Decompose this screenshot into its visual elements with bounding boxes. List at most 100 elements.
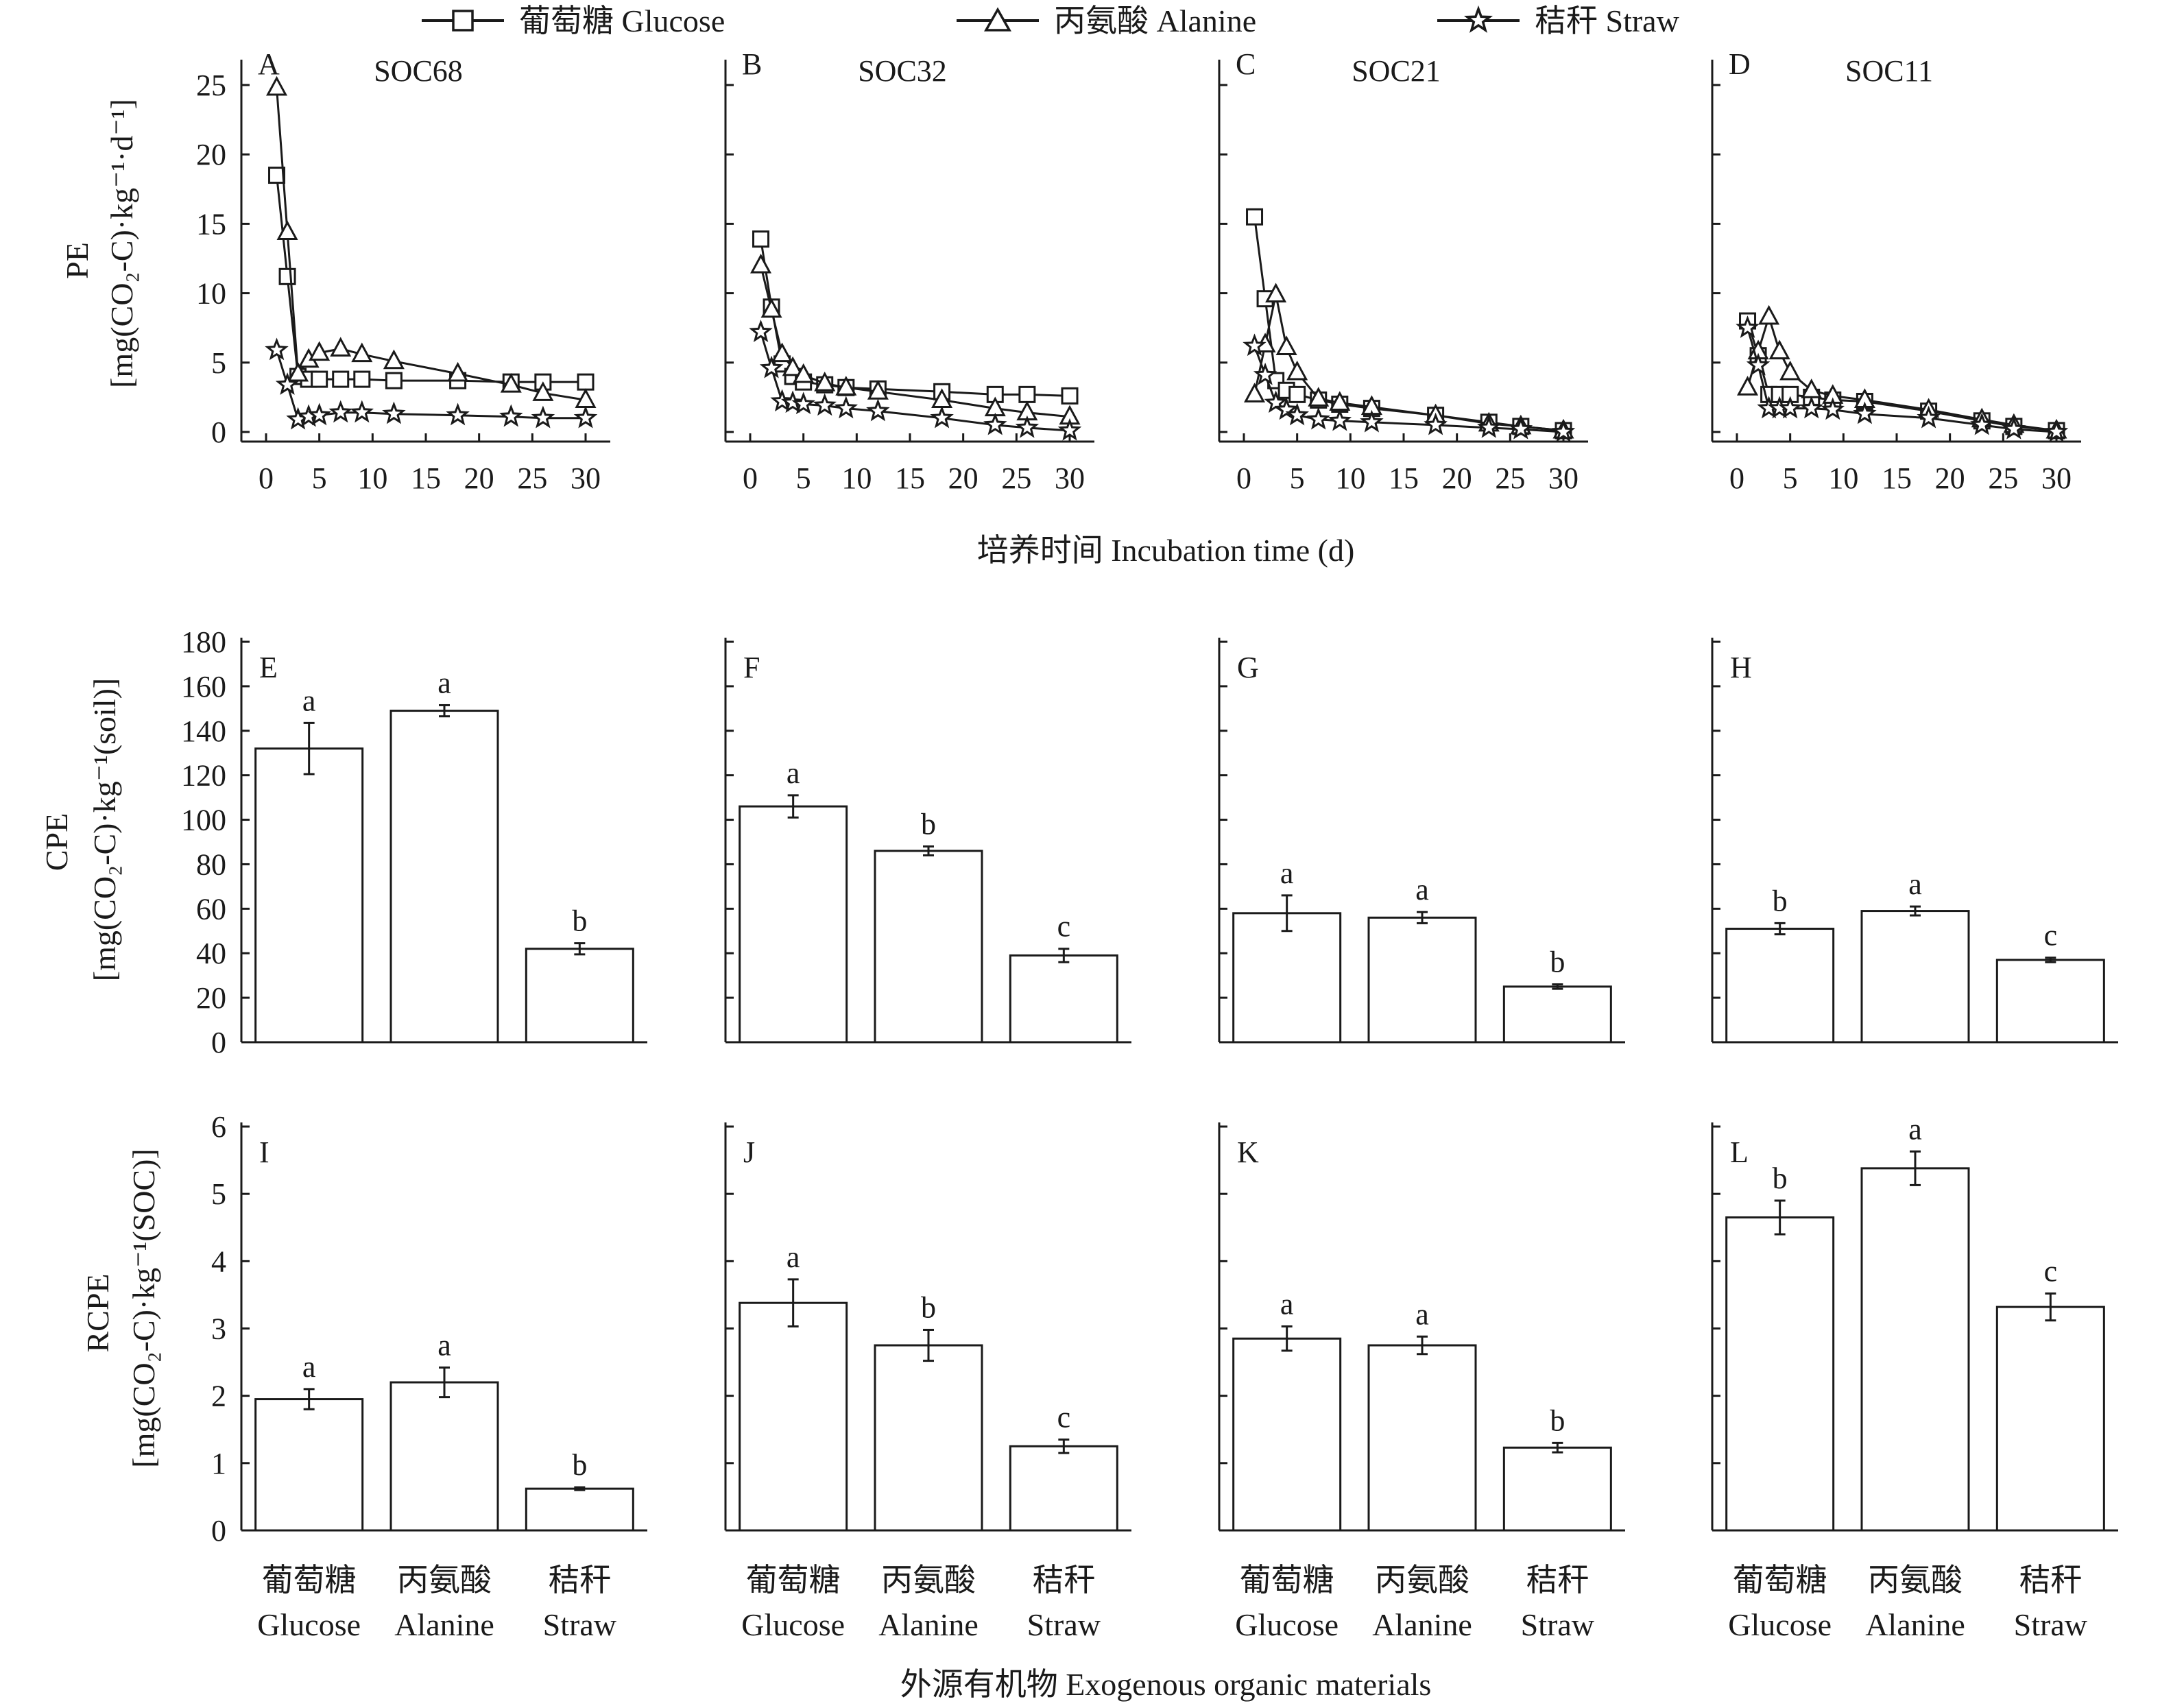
x-tick-label: 15 <box>411 461 441 495</box>
data-point <box>1288 385 1306 403</box>
x-tick-label: 20 <box>948 461 979 495</box>
bar <box>1502 985 1612 1044</box>
x-tick-label: 20 <box>1442 461 1472 495</box>
data-point <box>1853 401 1877 424</box>
y-tick-label: 15 <box>196 207 226 241</box>
data-point <box>2044 419 2069 442</box>
y-tick-label: 5 <box>211 346 226 380</box>
data-point <box>1736 315 1760 338</box>
category-label-zh: 丙氨酸 <box>1375 1563 1469 1598</box>
significance-letter: a <box>1415 1297 1429 1331</box>
series-square <box>1246 208 1572 440</box>
x-tick-label: 20 <box>1935 461 1965 495</box>
bar <box>525 948 634 1044</box>
data-point <box>1779 360 1801 381</box>
x-axis-title-materials: 外源有机物 Exogenous organic materials <box>900 1667 1432 1702</box>
y-tick-label: 140 <box>181 714 226 748</box>
bar <box>254 1398 364 1532</box>
legend-label-straw: 秸秆 Straw <box>1535 3 1680 38</box>
x-tick-label: 5 <box>1783 461 1798 495</box>
data-point <box>1308 387 1330 407</box>
data-point <box>1768 339 1790 360</box>
data-point <box>278 267 296 285</box>
data-point <box>1264 390 1288 413</box>
panel-letter: D <box>1729 47 1751 81</box>
data-point <box>771 342 793 363</box>
significance-letter: b <box>1773 884 1788 917</box>
line-panel-A: 0 5 10 15 20 25 0 5 10 15 20 25 30 A SOC68 <box>196 47 610 495</box>
data-point <box>1477 415 1501 438</box>
data-point <box>760 298 782 318</box>
x-tick-label: 5 <box>796 461 811 495</box>
category-label-zh: 葡萄糖 <box>1240 1563 1334 1598</box>
bar <box>1995 1306 2105 1532</box>
legend-item-alanine: 丙氨酸 Alanine <box>957 3 1256 38</box>
bar <box>1725 928 1835 1044</box>
y-tick-label: 0 <box>211 1026 226 1059</box>
significance-letter: a <box>1280 856 1294 890</box>
data-point <box>577 373 595 391</box>
data-point <box>1286 360 1308 381</box>
category-label-zh: 丙氨酸 <box>397 1563 492 1598</box>
significance-letter: a <box>1908 1112 1922 1146</box>
y-tick-label: 160 <box>181 670 226 703</box>
category-label-zh: 秸秆 <box>2019 1563 2082 1598</box>
data-point <box>780 390 805 413</box>
series-line <box>1253 294 1564 432</box>
y-tick-label: 60 <box>196 892 226 926</box>
data-point <box>332 370 350 388</box>
data-point <box>835 376 857 396</box>
category-label-zh: 秸秆 <box>1032 1563 1095 1598</box>
y-tick-label: 20 <box>196 981 226 1015</box>
data-point <box>1746 352 1771 376</box>
data-point <box>307 402 331 426</box>
bar <box>739 805 848 1044</box>
data-point <box>287 361 309 382</box>
data-point <box>759 355 784 378</box>
x-tick-label: 30 <box>1548 461 1579 495</box>
category-label-en: Straw <box>1521 1607 1595 1642</box>
category-label-zh: 丙氨酸 <box>881 1563 976 1598</box>
data-point <box>309 341 331 361</box>
significance-letter: a <box>1280 1288 1294 1321</box>
panel-letter: B <box>742 47 762 81</box>
data-point <box>275 372 300 395</box>
significance-letter: a <box>437 666 451 699</box>
data-point <box>330 337 352 357</box>
legend-item-glucose: 葡萄糖 Glucose <box>422 3 725 38</box>
x-tick-label: 15 <box>895 461 925 495</box>
data-point <box>1275 335 1297 356</box>
panel-letter: E <box>259 651 278 684</box>
data-point <box>983 412 1007 435</box>
data-point <box>351 342 373 363</box>
panel-title: SOC32 <box>858 54 947 88</box>
significance-letter: c <box>1057 910 1071 943</box>
category-label-zh: 秸秆 <box>1526 1563 1589 1598</box>
data-point <box>532 381 554 401</box>
cpe-axis-unit: [mg(CO₂-C)·kg⁻¹(soil)] <box>87 678 122 981</box>
y-tick-label: 120 <box>181 759 226 793</box>
significance-letter: b <box>921 807 936 841</box>
category-label-en: Straw <box>1027 1607 1101 1642</box>
x-tick-label: 0 <box>259 461 274 495</box>
bar-panel-G: Ga a b <box>1218 638 1625 1044</box>
bar-panel-J: Ja 葡萄糖 Glucose b 丙氨酸 Alanine c 秸秆 Straw <box>724 1122 1131 1642</box>
panel-letter: J <box>743 1135 755 1169</box>
significance-letter: b <box>1550 1404 1565 1437</box>
significance-letter: b <box>572 1448 587 1482</box>
data-point <box>1799 396 1823 419</box>
pe-axis-title: PE [mg(CO₂-C)·kg⁻¹·d⁻¹] <box>60 99 139 388</box>
line-panel-B: 0 5 10 15 20 25 30 B SOC32 <box>724 47 1094 495</box>
bar-panel-I: 0 1 2 3 4 5 6Ia 葡萄糖 Glucose a 丙氨酸 Alanine b 秸秆 Straw <box>211 1110 647 1642</box>
bar <box>389 710 499 1044</box>
legend-item-straw: 秸秆 Straw <box>1437 3 1680 38</box>
data-point <box>383 349 405 370</box>
bar <box>525 1487 634 1532</box>
data-point <box>793 363 815 383</box>
bar <box>254 747 364 1044</box>
legend-label-glucose: 葡萄糖 Glucose <box>519 3 725 38</box>
data-point <box>1306 407 1330 430</box>
x-tick-label: 15 <box>1882 461 1912 495</box>
significance-letter: c <box>2044 919 2058 952</box>
